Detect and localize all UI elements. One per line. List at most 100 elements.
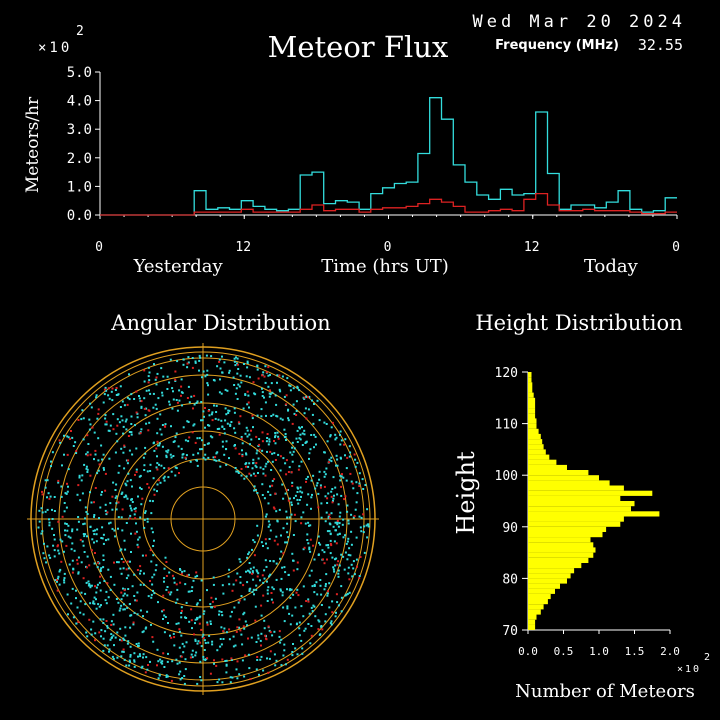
angular-point <box>194 618 197 621</box>
flux-x-tick-label: 12 <box>235 240 251 255</box>
angular-point <box>278 388 281 391</box>
angular-point <box>201 419 204 422</box>
angular-point <box>86 513 89 515</box>
angular-point <box>226 422 229 425</box>
angular-point <box>305 441 308 444</box>
angular-point <box>313 585 316 587</box>
angular-point <box>125 664 128 667</box>
angular-point <box>346 558 349 561</box>
angular-point <box>243 598 246 601</box>
height-y-tick-label: 100 <box>495 469 518 484</box>
angular-point <box>295 437 298 440</box>
angular-point <box>182 453 185 456</box>
angular-point <box>126 462 129 465</box>
angular-point <box>57 481 60 484</box>
angular-point <box>63 453 65 456</box>
angular-point <box>286 605 289 608</box>
angular-point <box>260 655 263 658</box>
angular-point <box>238 599 241 602</box>
angular-point <box>346 592 349 595</box>
height-bar <box>528 614 537 620</box>
angular-point <box>348 445 351 448</box>
angular-point <box>231 589 234 592</box>
angular-point <box>52 544 55 547</box>
angular-point <box>160 367 163 370</box>
height-bar <box>528 526 607 532</box>
angular-point <box>194 654 197 657</box>
angular-point <box>252 566 255 569</box>
angular-point <box>260 541 263 544</box>
angular-point <box>166 675 169 678</box>
angular-point <box>323 475 326 478</box>
angular-point <box>242 625 245 628</box>
angular-point <box>292 559 295 562</box>
height-bar <box>528 397 536 403</box>
angular-point <box>346 540 349 543</box>
angular-point <box>163 567 166 570</box>
angular-point <box>269 389 271 392</box>
angular-point <box>266 450 268 453</box>
angular-point <box>299 433 302 436</box>
angular-point <box>114 496 117 499</box>
angular-point <box>340 494 343 497</box>
angular-point <box>311 399 313 402</box>
angular-point <box>175 658 178 661</box>
angular-point <box>286 588 288 591</box>
angular-point <box>300 605 303 608</box>
angular-point <box>202 658 205 661</box>
angular-point <box>67 485 69 488</box>
angular-point <box>125 568 128 571</box>
angular-point <box>126 480 129 483</box>
angular-point <box>257 637 260 640</box>
angular-point <box>261 574 264 577</box>
angular-point <box>132 623 135 626</box>
angular-point <box>273 440 275 442</box>
angular-point <box>345 593 348 596</box>
angular-point <box>268 575 271 578</box>
angular-point <box>336 601 339 604</box>
angular-point <box>95 607 98 610</box>
angular-point <box>119 607 122 610</box>
angular-point <box>53 534 55 536</box>
angular-point <box>272 588 275 591</box>
angular-point <box>366 523 369 526</box>
angular-point <box>152 589 154 592</box>
angular-point <box>248 462 251 465</box>
angular-point <box>127 588 130 590</box>
angular-point <box>96 566 99 569</box>
angular-point <box>64 529 66 532</box>
angular-point <box>363 525 366 528</box>
angular-point <box>104 386 107 389</box>
angular-point <box>151 636 154 639</box>
angular-point <box>315 443 317 446</box>
height-bar <box>528 583 560 589</box>
angular-point <box>63 581 66 584</box>
angular-point <box>317 619 320 622</box>
angular-point <box>139 565 142 568</box>
angular-point <box>79 538 82 541</box>
angular-point <box>261 431 264 434</box>
angular-point <box>135 530 138 533</box>
angular-point <box>325 423 328 425</box>
angular-point <box>320 516 323 519</box>
angular-point <box>103 644 106 647</box>
angular-point <box>255 668 258 671</box>
angular-point <box>91 426 94 429</box>
angular-point <box>289 451 292 454</box>
angular-point <box>267 671 270 674</box>
angular-point <box>345 479 348 482</box>
angular-point <box>312 544 315 547</box>
height-y-axis-label: Height <box>452 451 480 535</box>
angular-point <box>165 454 168 457</box>
angular-point <box>367 525 370 528</box>
angular-point <box>236 572 239 575</box>
angular-point <box>288 384 291 387</box>
angular-point <box>196 574 199 577</box>
angular-point <box>146 520 149 523</box>
height-bar <box>528 506 631 512</box>
angular-point <box>236 470 239 473</box>
angular-point <box>359 526 362 529</box>
angular-point <box>99 506 102 509</box>
angular-point <box>343 443 346 446</box>
angular-point <box>135 522 137 525</box>
